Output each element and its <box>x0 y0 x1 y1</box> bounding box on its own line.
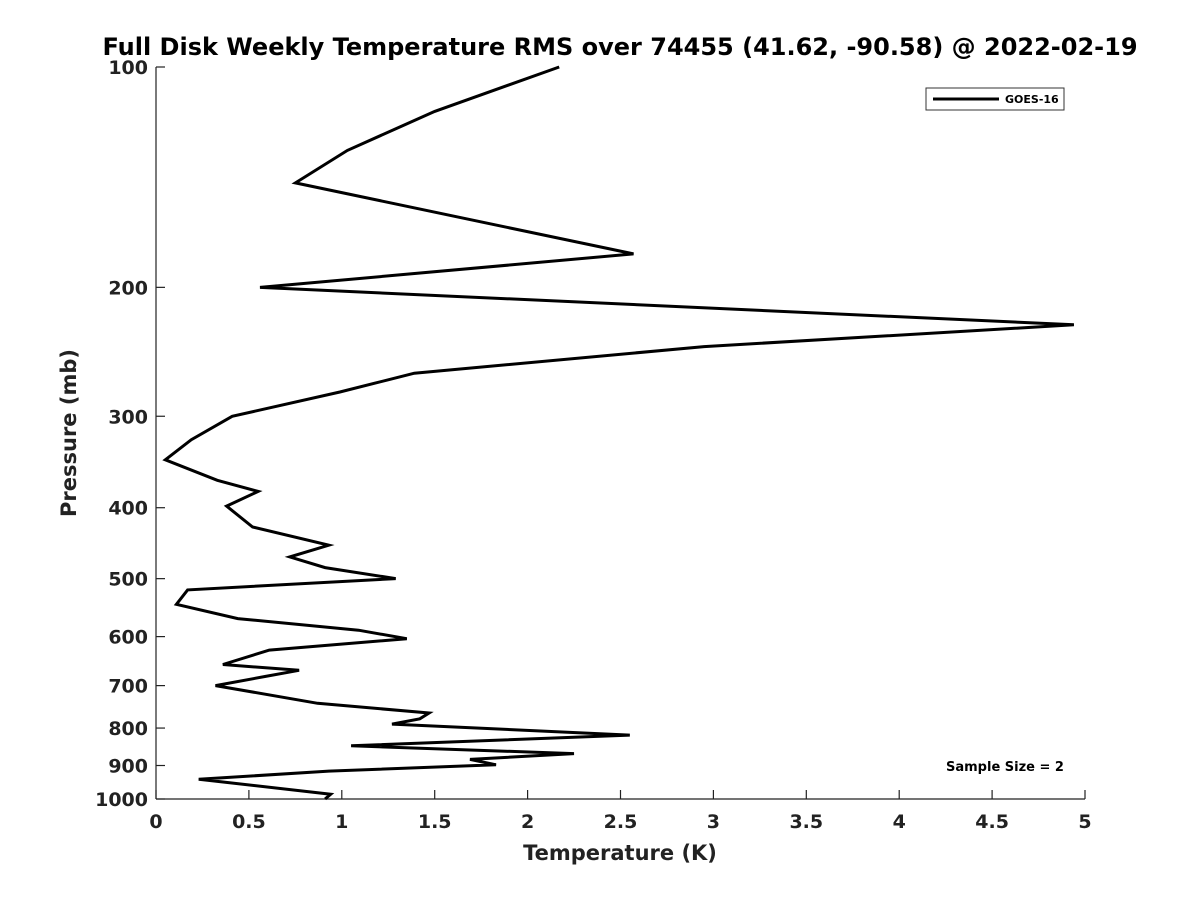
y-tick-label: 900 <box>108 756 148 778</box>
x-tick-label: 1 <box>335 811 348 833</box>
x-tick-label: 0 <box>149 811 162 833</box>
x-tick-label: 4 <box>893 811 906 833</box>
y-tick-label: 400 <box>108 498 148 520</box>
x-tick-label: 5 <box>1078 811 1091 833</box>
sample-size-annotation: Sample Size = 2 <box>946 760 1064 775</box>
x-tick-label: 2.5 <box>604 811 638 833</box>
y-tick-label: 800 <box>108 718 148 740</box>
y-tick-label: 500 <box>108 569 148 591</box>
x-tick-label: 1.5 <box>418 811 452 833</box>
x-tick-label: 3.5 <box>789 811 823 833</box>
y-tick-label: 700 <box>108 676 148 698</box>
x-tick-label: 2 <box>521 811 534 833</box>
y-tick-label: 100 <box>108 57 148 79</box>
legend: GOES-16 <box>925 87 1065 111</box>
x-axis-label: Temperature (K) <box>523 841 717 865</box>
legend-label-goes16: GOES-16 <box>1005 93 1059 106</box>
x-tick-label: 0.5 <box>232 811 266 833</box>
series-line-goes16 <box>162 65 1074 801</box>
x-tick-label: 3 <box>707 811 720 833</box>
plot-area: 0 0.5 1 1.5 2 2.5 3 3.5 4 4.5 5 100 200 300 400 500 600 7… <box>95 57 1092 833</box>
x-tick-label: 4.5 <box>975 811 1009 833</box>
chart-title: Full Disk Weekly Temperature RMS over 74… <box>102 33 1137 61</box>
y-axis-label: Pressure (mb) <box>57 349 81 517</box>
y-tick-label: 200 <box>108 277 148 299</box>
y-tick-label: 300 <box>108 406 148 428</box>
y-tick-label: 600 <box>108 627 148 649</box>
y-tick-label: 1000 <box>95 789 148 811</box>
